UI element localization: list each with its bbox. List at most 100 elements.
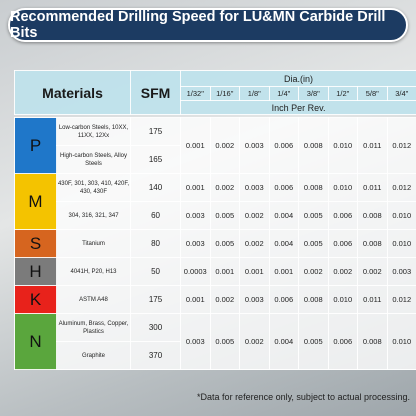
feed-value: 0.011 bbox=[357, 173, 388, 202]
feed-value: 0.004 bbox=[268, 313, 300, 370]
feed-value: 0.012 bbox=[386, 173, 416, 202]
material-row: K ASTM A48 175 0.001 0.002 0.003 0.006 0.008 0.0… bbox=[14, 285, 416, 314]
size-header: 1/32" bbox=[180, 86, 211, 101]
material-row: N Aluminum, Brass, Copper, Plastics 300 0.0… bbox=[14, 313, 416, 370]
feed-value: 0.010 bbox=[327, 173, 359, 202]
feed-value: 0.010 bbox=[327, 285, 359, 314]
feed-value: 0.005 bbox=[298, 201, 329, 230]
feed-value: 0.005 bbox=[209, 313, 241, 370]
feed-value: 0.003 bbox=[180, 313, 211, 370]
material-name: High-carbon Steels, Alloy Steels bbox=[55, 145, 132, 174]
feed-value: 0.008 bbox=[357, 313, 388, 370]
dia-header: Dia.(in) bbox=[180, 70, 416, 87]
feed-value: 0.010 bbox=[386, 313, 416, 370]
feed-value: 0.003 bbox=[239, 117, 270, 174]
header-row: Materials SFM Dia.(in) bbox=[13, 70, 416, 115]
feed-value: 0.006 bbox=[327, 229, 359, 258]
size-header: 3/4" bbox=[386, 86, 416, 101]
feed-value: 0.006 bbox=[268, 173, 300, 202]
sfm-value: 60 bbox=[130, 201, 182, 230]
material-letter: N bbox=[14, 313, 57, 370]
feed-value: 0.0003 bbox=[180, 257, 211, 286]
feed-value: 0.001 bbox=[239, 257, 270, 286]
feed-value: 0.005 bbox=[298, 229, 329, 258]
sfm-value: 175 bbox=[130, 285, 182, 314]
feed-value: 0.002 bbox=[209, 285, 241, 314]
feed-value: 0.002 bbox=[239, 313, 270, 370]
material-name: Aluminum, Brass, Copper, Plastics bbox=[55, 313, 132, 342]
feed-value: 0.003 bbox=[180, 229, 211, 258]
feed-value: 0.001 bbox=[180, 117, 211, 174]
feed-value: 0.002 bbox=[357, 257, 388, 286]
feed-value: 0.006 bbox=[268, 285, 300, 314]
feed-value: 0.005 bbox=[298, 313, 329, 370]
feed-value: 0.001 bbox=[268, 257, 300, 286]
material-row: High-carbon Steels, Alloy Steels 165 bbox=[15, 145, 416, 174]
material-letter: M bbox=[14, 173, 57, 230]
feed-value: 0.001 bbox=[180, 285, 211, 314]
feed-value: 0.010 bbox=[327, 117, 359, 174]
feed-value: 0.008 bbox=[298, 117, 329, 174]
feed-value: 0.002 bbox=[327, 257, 359, 286]
feed-value: 0.003 bbox=[386, 257, 416, 286]
title: Recommended Drilling Speed for LU&MN Car… bbox=[8, 8, 408, 42]
feed-value: 0.006 bbox=[327, 313, 359, 370]
sfm-value: 80 bbox=[130, 229, 182, 258]
feed-value: 0.003 bbox=[239, 285, 270, 314]
size-header: 1/2" bbox=[327, 86, 359, 101]
feed-value: 0.011 bbox=[357, 117, 388, 174]
feed-value: 0.006 bbox=[327, 201, 359, 230]
material-name: 4041H, P20, H13 bbox=[55, 257, 132, 286]
material-row: 304, 316, 321, 347 60 0.003 0.005 0.002 0.004… bbox=[15, 201, 416, 230]
header-row: Inch Per Rev. bbox=[15, 100, 416, 115]
feed-value: 0.005 bbox=[209, 201, 241, 230]
material-letter: K bbox=[14, 285, 57, 314]
size-header: 1/8" bbox=[239, 86, 270, 101]
material-name: Graphite bbox=[55, 341, 132, 370]
sfm-value: 165 bbox=[130, 145, 182, 174]
size-header: 1/16" bbox=[209, 86, 241, 101]
material-row: H 4041H, P20, H13 50 0.0003 0.001 0.001 0.001 0… bbox=[14, 257, 416, 286]
feed-value: 0.001 bbox=[209, 257, 241, 286]
feed-value: 0.004 bbox=[268, 229, 300, 258]
feed-value: 0.012 bbox=[386, 117, 416, 174]
feed-value: 0.004 bbox=[268, 201, 300, 230]
size-header: 5/8" bbox=[357, 86, 388, 101]
material-name: Low-carbon Steels, 10XX, 11XX, 12Xx bbox=[55, 117, 132, 146]
materials-header: Materials bbox=[13, 70, 132, 115]
feed-value: 0.006 bbox=[268, 117, 300, 174]
sfm-value: 50 bbox=[130, 257, 182, 286]
drilling-table: Materials SFM Dia.(in) 1/32" 1/16" 1/8" 1/4" 3/… bbox=[13, 70, 416, 370]
feed-value: 0.008 bbox=[298, 285, 329, 314]
material-letter: S bbox=[14, 229, 57, 258]
material-row: P Low-carbon Steels, 10XX, 11XX, 12Xx 175 0… bbox=[14, 117, 416, 174]
sfm-header: SFM bbox=[130, 70, 182, 115]
material-name: 304, 316, 321, 347 bbox=[55, 201, 132, 230]
material-letter: H bbox=[14, 257, 57, 286]
feed-value: 0.002 bbox=[209, 173, 241, 202]
material-row: Graphite 370 bbox=[15, 341, 416, 370]
table-header: Materials SFM Dia.(in) 1/32" 1/16" 1/8" 1/4" 3/… bbox=[13, 70, 416, 115]
feed-value: 0.008 bbox=[357, 229, 388, 258]
feed-value: 0.003 bbox=[180, 201, 211, 230]
material-name: Titanium bbox=[55, 229, 132, 258]
feed-value: 0.010 bbox=[386, 229, 416, 258]
sfm-value: 370 bbox=[130, 341, 182, 370]
sfm-value: 175 bbox=[130, 117, 182, 146]
feed-value: 0.003 bbox=[239, 173, 270, 202]
feed-value: 0.008 bbox=[357, 201, 388, 230]
feed-value: 0.011 bbox=[357, 285, 388, 314]
ipr-header: Inch Per Rev. bbox=[180, 100, 416, 115]
feed-value: 0.008 bbox=[298, 173, 329, 202]
feed-value: 0.002 bbox=[239, 201, 270, 230]
feed-value: 0.012 bbox=[386, 285, 416, 314]
feed-value: 0.002 bbox=[298, 257, 329, 286]
size-header: 1/4" bbox=[268, 86, 300, 101]
sfm-value: 300 bbox=[130, 313, 182, 342]
sfm-value: 140 bbox=[130, 173, 182, 202]
feed-value: 0.005 bbox=[209, 229, 241, 258]
material-row: M 430F, 301, 303, 410, 420F, 430, 430F 140… bbox=[14, 173, 416, 230]
size-header: 3/8" bbox=[298, 86, 329, 101]
material-name: 430F, 301, 303, 410, 420F, 430, 430F bbox=[55, 173, 132, 202]
